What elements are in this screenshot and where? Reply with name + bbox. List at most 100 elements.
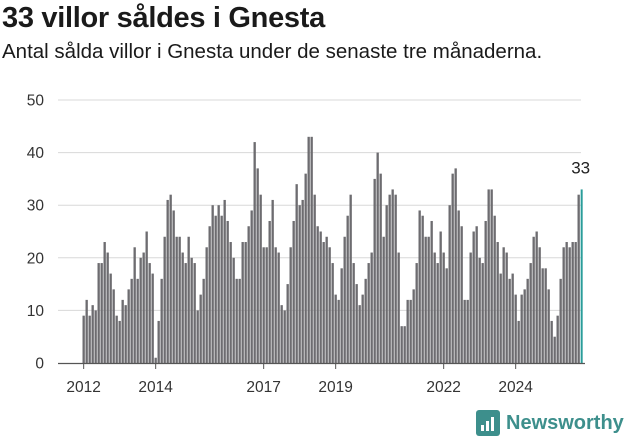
- bar: [463, 299, 466, 363]
- brand-name: Newsworthy: [506, 411, 624, 434]
- bar: [409, 299, 412, 363]
- bar: [340, 268, 343, 363]
- bar: [346, 215, 349, 363]
- bar: [307, 136, 310, 363]
- bar: [355, 284, 358, 363]
- bar: [508, 278, 511, 363]
- bar: [166, 199, 169, 363]
- bar: [184, 263, 187, 363]
- bar: [247, 226, 250, 363]
- bar: [112, 289, 115, 363]
- bar: [427, 236, 430, 363]
- bar: [514, 294, 517, 363]
- bar: [469, 252, 472, 363]
- bar: [523, 289, 526, 363]
- bar: [352, 263, 355, 363]
- bar: [196, 310, 199, 363]
- bar: [565, 242, 568, 363]
- bar: [418, 210, 421, 363]
- bar: [484, 220, 487, 363]
- bar: [223, 199, 226, 363]
- bar: [382, 236, 385, 363]
- chart-title: 33 villor såldes i Gnesta: [2, 2, 325, 34]
- bar: [403, 326, 406, 363]
- bar: [538, 247, 541, 363]
- bar: [133, 247, 136, 363]
- bar: [574, 242, 577, 363]
- bar: [556, 315, 559, 363]
- bar: [292, 220, 295, 363]
- bar: [316, 226, 319, 363]
- bar: [265, 247, 268, 363]
- bar: [172, 210, 175, 363]
- bar: [325, 236, 328, 363]
- bar: [202, 278, 205, 363]
- bar: [562, 247, 565, 363]
- x-tick-label: 2017: [246, 379, 280, 396]
- bar: [412, 289, 415, 363]
- bar: [406, 299, 409, 363]
- bar: [157, 320, 160, 363]
- bar: [187, 236, 190, 363]
- newsworthy-chart-icon: [476, 410, 500, 436]
- bar: [229, 242, 232, 363]
- bar: [250, 210, 253, 363]
- bar: [295, 184, 298, 363]
- bar: [259, 194, 262, 363]
- bar: [301, 199, 304, 363]
- bar: [271, 199, 274, 363]
- bar: [388, 194, 391, 363]
- bar: [169, 194, 172, 363]
- x-tick-label: 2022: [426, 379, 460, 396]
- bar: [490, 189, 493, 363]
- bar: [370, 252, 373, 363]
- bar: [106, 252, 109, 363]
- bar: [190, 257, 193, 363]
- bar: [397, 252, 400, 363]
- bar: [487, 189, 490, 363]
- bar: [322, 242, 325, 363]
- bar: [433, 252, 436, 363]
- bar: [442, 252, 445, 363]
- bar: [160, 278, 163, 363]
- bar: [256, 168, 259, 363]
- bar: [448, 205, 451, 363]
- chart-subtitle: Antal sålda villor i Gnesta under de sen…: [2, 40, 543, 63]
- bar: [280, 305, 283, 363]
- bar: [268, 220, 271, 363]
- bar: [466, 299, 469, 363]
- bar: [253, 142, 256, 363]
- bar: [328, 247, 331, 363]
- bar: [91, 305, 94, 363]
- bar: [520, 294, 523, 363]
- bar: [124, 305, 127, 363]
- bar: [475, 226, 478, 363]
- bar: [364, 278, 367, 363]
- x-tick-label: 2014: [138, 379, 173, 396]
- bar: [541, 268, 544, 363]
- x-tick-label: 2019: [318, 379, 352, 396]
- bar: [445, 268, 448, 363]
- y-tick-label: 40: [27, 145, 45, 162]
- x-tick-label: 2024: [498, 379, 533, 396]
- bar: [430, 220, 433, 363]
- bar: [559, 278, 562, 363]
- bar: [358, 305, 361, 363]
- bar: [310, 136, 313, 363]
- bar: [568, 247, 571, 363]
- bar: [103, 242, 106, 363]
- bar: [571, 242, 574, 363]
- bar: [85, 299, 88, 363]
- bar: [547, 289, 550, 363]
- bar: [154, 357, 157, 363]
- bar: [331, 263, 334, 363]
- bar: [577, 194, 580, 363]
- bar: [481, 263, 484, 363]
- bar: [217, 205, 220, 363]
- bar: [544, 268, 547, 363]
- bar: [499, 273, 502, 363]
- bar: [424, 236, 427, 363]
- bar: [313, 194, 316, 363]
- bar: [373, 178, 376, 363]
